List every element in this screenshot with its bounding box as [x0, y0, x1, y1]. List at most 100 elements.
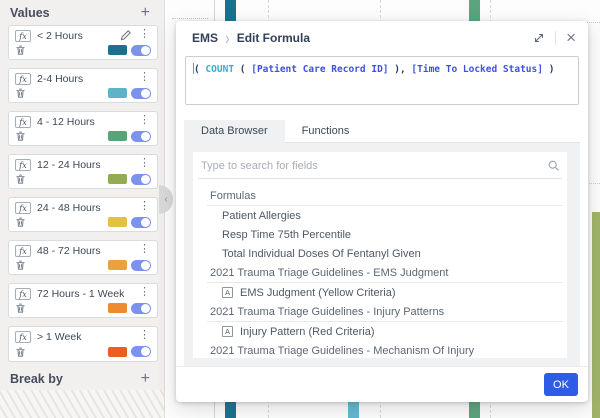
field-group-header[interactable]: Formulas — [193, 186, 567, 205]
value-color-swatch[interactable] — [108, 303, 127, 314]
trash-icon — [16, 131, 25, 141]
formula-fx-icon: fx — [15, 116, 31, 129]
value-card[interactable]: fx 12 - 24 Hours ⋮ — [8, 154, 158, 190]
delete-value-button[interactable] — [15, 130, 26, 142]
values-list: fx < 2 Hours ⋮ fx 2-4 Hours ⋮ fx 4 - 12 Hours ⋮ f… — [0, 25, 164, 370]
close-dialog-button[interactable]: × — [566, 28, 576, 47]
field-label: EMS Judgment (Yellow Criteria) — [240, 286, 396, 299]
value-color-swatch[interactable] — [108, 346, 127, 357]
text-caret — [193, 63, 194, 74]
field-list-item[interactable]: Total Individual Doses Of Fentanyl Given — [193, 244, 567, 263]
text-field-type-icon: A — [222, 326, 233, 337]
formula-token: ) — [388, 64, 400, 75]
break-by-title: Break by — [10, 372, 63, 386]
value-card[interactable]: fx 24 - 48 Hours ⋮ — [8, 197, 158, 233]
edit-value-button[interactable] — [120, 29, 132, 41]
value-card[interactable]: fx 4 - 12 Hours ⋮ — [8, 111, 158, 147]
field-list-item[interactable]: Resp Time 75th Percentile — [193, 225, 567, 244]
tabs-filler — [366, 120, 580, 143]
value-color-swatch[interactable] — [108, 174, 127, 185]
value-color-swatch[interactable] — [108, 260, 127, 271]
value-color-swatch[interactable] — [108, 131, 127, 142]
value-label: 4 - 12 Hours — [37, 116, 95, 129]
value-color-swatch[interactable] — [108, 45, 127, 56]
field-label: Injury Pattern (Red Criteria) — [240, 325, 375, 338]
tab-data-browser[interactable]: Data Browser — [184, 120, 285, 143]
formula-editor[interactable]: ( COUNT ( [Patient Care Record ID] ), [T… — [185, 56, 579, 105]
value-visibility-toggle[interactable] — [131, 44, 151, 56]
delete-value-button[interactable] — [15, 302, 26, 314]
delete-value-button[interactable] — [15, 259, 26, 271]
field-group-header[interactable]: 2021 Trauma Triage Guidelines - Injury P… — [193, 302, 567, 321]
field-list-item[interactable]: A Injury Pattern (Red Criteria) — [193, 322, 567, 341]
values-panel: Values + fx < 2 Hours ⋮ fx 2-4 Hours ⋮ fx 4 - 1… — [0, 0, 165, 418]
delete-value-button[interactable] — [15, 216, 26, 228]
chart-gridline-horizontal — [586, 22, 600, 23]
trash-icon — [16, 347, 25, 357]
value-visibility-toggle[interactable] — [131, 216, 151, 228]
field-label: Total Individual Doses Of Fentanyl Given — [222, 247, 421, 260]
delete-value-button[interactable] — [15, 173, 26, 185]
value-menu-button[interactable]: ⋮ — [139, 28, 150, 40]
chart-gridline-horizontal — [172, 18, 208, 19]
value-color-swatch[interactable] — [108, 217, 127, 228]
field-search-input[interactable] — [201, 159, 547, 172]
expand-icon — [535, 33, 544, 43]
formula-token: [Patient Care Record ID] — [251, 64, 389, 75]
panel-collapse-handle[interactable]: ‹ — [159, 185, 173, 214]
trash-icon — [16, 88, 25, 98]
data-browser-container: Formulas Patient Allergies Resp Time 75th … — [184, 143, 580, 366]
field-list-item[interactable]: A EMS Judgment (Yellow Criteria) — [193, 283, 567, 302]
value-card[interactable]: fx < 2 Hours ⋮ — [8, 25, 158, 61]
trash-icon — [16, 174, 25, 184]
field-group-divider — [207, 282, 563, 283]
value-card[interactable]: fx 72 Hours - 1 Week ⋮ — [8, 283, 158, 319]
value-visibility-toggle[interactable] — [131, 173, 151, 185]
value-menu-button[interactable]: ⋮ — [139, 329, 150, 342]
formula-fx-icon: fx — [15, 288, 31, 301]
delete-value-button[interactable] — [15, 44, 26, 56]
value-visibility-toggle[interactable] — [131, 130, 151, 142]
value-label: 24 - 48 Hours — [37, 202, 101, 215]
value-label: 48 - 72 Hours — [37, 245, 101, 258]
value-visibility-toggle[interactable] — [131, 87, 151, 99]
formula-fx-icon: fx — [15, 245, 31, 258]
value-menu-button[interactable]: ⋮ — [139, 114, 150, 127]
value-card[interactable]: fx 2-4 Hours ⋮ — [8, 68, 158, 104]
break-by-dropzone[interactable] — [0, 390, 164, 418]
value-label: < 2 Hours — [37, 30, 83, 42]
value-color-swatch[interactable] — [108, 88, 127, 99]
value-menu-button[interactable]: ⋮ — [139, 200, 150, 213]
delete-value-button[interactable] — [15, 346, 26, 358]
expand-dialog-button[interactable] — [533, 32, 545, 44]
value-menu-button[interactable]: ⋮ — [139, 71, 150, 84]
field-label: Formulas — [210, 189, 256, 202]
field-label: Resp Time 75th Percentile — [222, 228, 352, 241]
value-label: 2-4 Hours — [37, 73, 84, 86]
value-card[interactable]: fx 48 - 72 Hours ⋮ — [8, 240, 158, 276]
field-group-header[interactable]: 2021 Trauma Triage Guidelines - Mechanis… — [193, 341, 567, 358]
value-menu-button[interactable]: ⋮ — [139, 157, 150, 170]
formula-token: [Time To Locked Status] — [411, 64, 543, 75]
field-list-item[interactable]: Patient Allergies — [193, 206, 567, 225]
formula-fx-icon: fx — [15, 73, 31, 86]
formula-fx-icon: fx — [15, 331, 31, 344]
field-group-header[interactable]: 2021 Trauma Triage Guidelines - EMS Judg… — [193, 263, 567, 282]
value-visibility-toggle[interactable] — [131, 259, 151, 271]
value-card[interactable]: fx > 1 Week ⋮ — [8, 326, 158, 362]
delete-value-button[interactable] — [15, 87, 26, 99]
formula-fx-icon: fx — [15, 30, 31, 42]
add-break-by-button[interactable]: + — [140, 370, 150, 387]
ok-button[interactable]: OK — [544, 373, 578, 396]
field-group-divider — [207, 205, 563, 206]
tab-functions[interactable]: Functions — [284, 120, 367, 143]
add-value-button[interactable]: + — [140, 4, 150, 21]
value-visibility-toggle[interactable] — [131, 302, 151, 314]
value-menu-button[interactable]: ⋮ — [139, 243, 150, 256]
formula-token: , — [399, 64, 412, 75]
value-menu-button[interactable]: ⋮ — [139, 286, 150, 299]
field-group-divider — [207, 321, 563, 322]
edit-pencil-icon — [120, 30, 131, 41]
edit-formula-dialog: EMS › Edit Formula × ( COUNT ( [Patient … — [176, 21, 588, 402]
value-visibility-toggle[interactable] — [131, 346, 151, 357]
